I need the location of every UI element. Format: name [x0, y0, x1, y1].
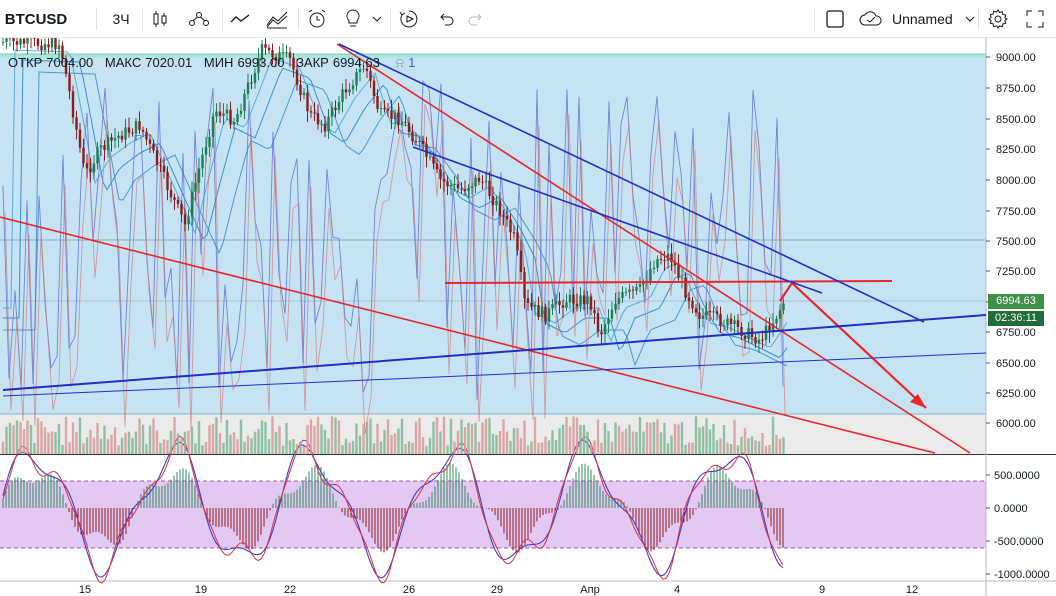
price-tick-label: 7500.00 [996, 236, 1036, 248]
line-chart-icon[interactable] [226, 0, 254, 38]
price-tick-label: 8750.00 [996, 83, 1036, 95]
close-value: 6994.63 [332, 55, 380, 70]
symbol-button[interactable]: BTCUSD [4, 10, 68, 28]
bulb-icon[interactable] [340, 0, 366, 38]
alert-icon[interactable] [302, 0, 332, 38]
replay-icon[interactable] [394, 0, 424, 38]
redo-icon[interactable] [462, 0, 490, 38]
time-tick-label: 4 [674, 584, 680, 596]
time-tick-label: 12 [906, 584, 918, 596]
blue-support-line[interactable] [2, 314, 987, 391]
red-horizontal-level[interactable] [444, 280, 893, 284]
cloud-icon [858, 10, 884, 28]
osc-tick-label: 0.0000 [994, 503, 1028, 515]
low-label: МИН [203, 55, 234, 70]
layout-name: Unnamed [892, 11, 953, 27]
time-tick-label: 19 [195, 584, 207, 596]
time-tick-label: 29 [491, 584, 503, 596]
gear-icon[interactable] [984, 0, 1012, 38]
chart-area[interactable]: 9000.00 8750.00 8500.00 8250.00 8000.00 7750.… [0, 38, 1056, 596]
time-tick-label: 22 [284, 584, 296, 596]
price-axis[interactable]: 9000.00 8750.00 8500.00 8250.00 8000.00 7750.… [986, 52, 1036, 430]
last-price-tag: 6994.63 [988, 294, 1044, 309]
time-tick-label: 15 [79, 584, 91, 596]
blue-trendline-upper[interactable] [338, 43, 925, 323]
price-tick-label: 8250.00 [996, 144, 1036, 156]
alert-badge-icon[interactable]: ⍾ [395, 55, 405, 70]
osc-tick-label: -500.0000 [994, 536, 1044, 548]
high-label: МАКС [104, 55, 142, 70]
price-tick-label: 6000.00 [996, 418, 1036, 430]
compare-icon[interactable] [262, 0, 292, 38]
oscillator-lines [2, 435, 784, 584]
indicators-icon[interactable] [184, 0, 214, 38]
time-axis[interactable]: 15 19 22 26 29 Апр 4 9 12 [79, 584, 918, 596]
high-value: 7020.01 [145, 55, 193, 70]
oscillator-histogram [2, 463, 784, 553]
price-tick-label: 6250.00 [996, 388, 1036, 400]
fullscreen-icon[interactable] [1020, 0, 1050, 38]
red-arrow-head [910, 394, 926, 408]
alert-count: 1 [408, 55, 416, 70]
countdown-tag: 02:36:11 [988, 311, 1044, 326]
layout-menu[interactable]: Unnamed [858, 0, 978, 38]
chevron-down-icon [965, 15, 975, 23]
volume-bars [1, 416, 785, 454]
oscillator-axis[interactable]: 500.0000 0.0000 -500.0000 -1000.0000 [986, 470, 1050, 581]
candlesticks [1, 38, 785, 354]
osc-pane-bg [0, 481, 986, 548]
low-value: 6993.00 [237, 55, 285, 70]
ohlc-legend: ОТКР 7004.00 МАКС 7020.01 МИН 6993.00 ЗАКР 6… [8, 55, 419, 71]
time-tick-label: 26 [403, 584, 415, 596]
open-value: 7004.00 [46, 55, 94, 70]
time-tick-label: 9 [819, 584, 825, 596]
top-toolbar: BTCUSD 3Ч Unnamed [0, 0, 1056, 38]
blue-support-line-thin[interactable] [2, 352, 987, 397]
osc-tick-label: -1000.0000 [994, 569, 1050, 581]
price-tick-label: 8500.00 [996, 114, 1036, 126]
red-trendline-upper[interactable] [336, 43, 971, 454]
open-label: ОТКР [8, 55, 43, 70]
interval-button[interactable]: 3Ч [112, 11, 130, 27]
price-tick-label: 6750.00 [996, 327, 1036, 339]
chevron-down-icon[interactable] [368, 0, 386, 38]
undo-icon[interactable] [432, 0, 460, 38]
candles-icon[interactable] [146, 0, 174, 38]
checkbox-icon[interactable] [820, 0, 850, 38]
close-label: ЗАКР [296, 55, 329, 70]
price-tick-label: 9000.00 [996, 52, 1036, 64]
price-tick-label: 8000.00 [996, 175, 1036, 187]
red-trendline-lower[interactable] [0, 216, 936, 454]
time-tick-label: Апр [580, 584, 599, 596]
blue-trendline-mid[interactable] [412, 146, 823, 294]
price-tick-label: 7750.00 [996, 206, 1036, 218]
trendlines [0, 43, 987, 454]
osc-tick-label: 500.0000 [994, 470, 1040, 482]
price-tick-label: 6500.00 [996, 358, 1036, 370]
price-tick-label: 7250.00 [996, 266, 1036, 278]
